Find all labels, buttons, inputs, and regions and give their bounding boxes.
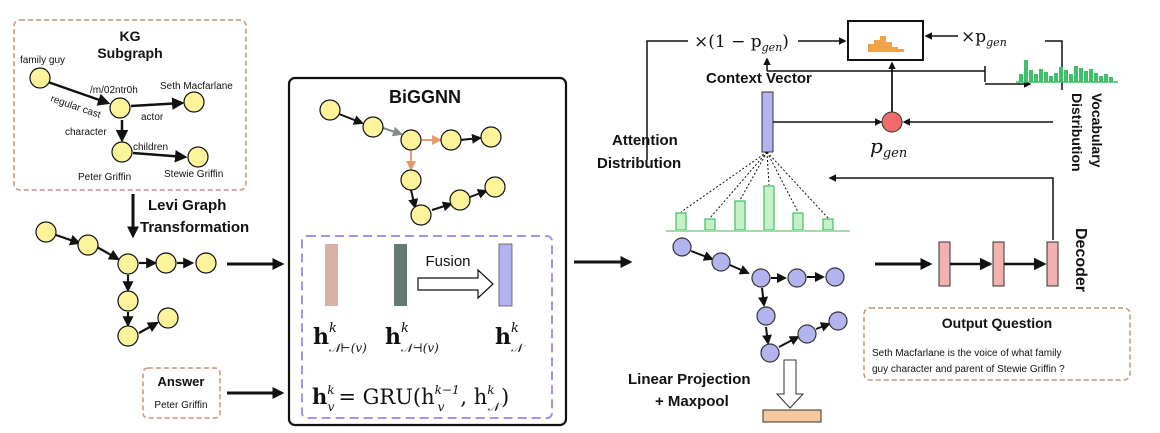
biggnn-inner-box	[301, 235, 553, 419]
biggnn-node	[319, 99, 341, 121]
encoder-graph	[672, 237, 848, 363]
vocab-label-line1: Vocabulary	[1089, 93, 1105, 168]
biggnn-panel: BiGGNN Fusion hk 𝒩⊢(v) hk 𝒩⊣(	[287, 76, 568, 427]
biggnn-title: BiGGNN	[389, 87, 461, 107]
kg-title-line1: KG	[120, 28, 141, 44]
output-line2: guy character and parent of Stewie Griff…	[872, 364, 1065, 375]
attention-distribution-bars	[666, 185, 850, 232]
graph-embedding-bar	[762, 409, 822, 423]
kg-label-stewie: Stewie Griffin	[164, 169, 223, 180]
one-minus-pgen-label: ×(1 − pgen)	[694, 32, 789, 54]
kg-node-m02ntr0h	[109, 97, 131, 119]
encoder-node	[756, 306, 776, 326]
encoder-node	[711, 252, 731, 272]
biggnn-node	[480, 126, 502, 148]
decoder-cell	[1046, 241, 1059, 287]
bar-h-backward	[394, 244, 407, 306]
kg-label-character: character	[65, 127, 107, 138]
encoder-node	[760, 343, 780, 363]
levi-node	[157, 307, 179, 329]
biggnn-node	[410, 204, 432, 226]
context-vector-label: Context Vector	[706, 70, 812, 87]
h-forward: hk 𝒩⊢(v)	[313, 321, 367, 355]
fusion-label: Fusion	[425, 253, 470, 270]
answer-value: Peter Griffin	[154, 400, 207, 411]
kg-label-actor: actor	[141, 112, 164, 123]
kg-node-stewie	[187, 146, 209, 168]
gru-equation: hk v = GRU(hk−1 v, hk 𝒩)	[312, 383, 509, 414]
output-line1: Seth Macfarlane is the voice of what fam…	[872, 348, 1062, 359]
output-question-box: Output Question Seth Macfarlane is the v…	[863, 307, 1131, 381]
biggnn-node	[362, 116, 384, 138]
decoder-label: Decoder	[1072, 228, 1089, 292]
answer-title: Answer	[158, 374, 205, 389]
vocab-distribution-bars	[1016, 60, 1118, 83]
context-vector-bar	[761, 91, 774, 153]
output-title: Output Question	[942, 315, 1052, 331]
kg-edge-actor	[130, 97, 185, 110]
bar-h-forward	[325, 244, 338, 306]
levi-node	[155, 252, 177, 274]
kg-title-line2: Subgraph	[97, 45, 162, 61]
attention-line	[646, 40, 688, 160]
kg-subgraph-border	[13, 19, 247, 191]
attention-label-line2: Distribution	[597, 155, 681, 172]
kg-label-m02ntr0h: /m/02ntr0h	[90, 85, 138, 96]
encoder-node	[825, 267, 845, 287]
answer-border	[142, 367, 221, 419]
decoder-to-attention-arrow	[828, 174, 1054, 240]
kg-label-seth: Seth Macfarlane	[160, 81, 233, 92]
vocab-label-line2: Distribution	[1069, 93, 1085, 172]
kg-label-family-guy: family guy	[20, 55, 65, 66]
biggnn-node	[400, 169, 422, 191]
kg-node-peter	[111, 141, 133, 163]
pgen-circle	[881, 111, 903, 133]
levi-line2: Transformation	[140, 219, 249, 236]
kg-label-peter: Peter Griffin	[78, 172, 131, 183]
linear-label-line1: Linear Projection	[628, 371, 751, 388]
encoder-node	[828, 311, 848, 331]
kg-node-seth	[183, 91, 205, 113]
kg-node-family-guy	[29, 67, 51, 89]
biggnn-node	[449, 189, 471, 211]
encoder-node	[787, 268, 807, 288]
encoder-node	[672, 237, 692, 257]
kg-label-children: children	[133, 142, 168, 153]
kg-edge-regular-cast	[47, 80, 111, 106]
levi-graph	[35, 221, 217, 347]
pgen-text: pgen	[870, 134, 907, 161]
decoder-rnn	[938, 241, 1059, 287]
pgen-label: ×pgen	[961, 27, 1007, 49]
attention-dashes	[680, 151, 829, 219]
decoder-cell	[992, 241, 1005, 287]
encoder-node	[751, 268, 771, 288]
biggnn-node	[440, 129, 462, 151]
final-distribution-bars	[868, 36, 904, 52]
linear-label-line2: + Maxpool	[655, 393, 729, 410]
levi-node	[117, 325, 139, 347]
levi-node	[77, 234, 99, 256]
h-backward: hk 𝒩⊣(v)	[385, 321, 439, 355]
levi-node	[195, 252, 217, 274]
biggnn-node-center	[400, 129, 422, 151]
biggnn-node	[484, 176, 506, 198]
h-fused: hk 𝒩	[495, 321, 526, 355]
kg-subgraph-panel: KG Subgraph family guy /m/02ntr0h Seth M…	[13, 19, 247, 191]
maxpool-arrow	[775, 359, 805, 409]
levi-line1: Levi Graph	[148, 197, 226, 214]
encoder-node	[797, 324, 817, 344]
kg-edge-children	[132, 150, 188, 163]
output-border	[863, 307, 1131, 381]
levi-node	[117, 253, 139, 275]
fusion-arrow	[417, 268, 494, 300]
levi-node	[117, 290, 139, 312]
answer-box: Answer Peter Griffin	[142, 367, 221, 419]
levi-node	[35, 221, 57, 243]
decoder-cell	[938, 241, 951, 287]
attention-label-line1: Attention	[612, 132, 678, 149]
biggnn-border	[287, 76, 568, 427]
bar-h-fused	[498, 243, 513, 307]
